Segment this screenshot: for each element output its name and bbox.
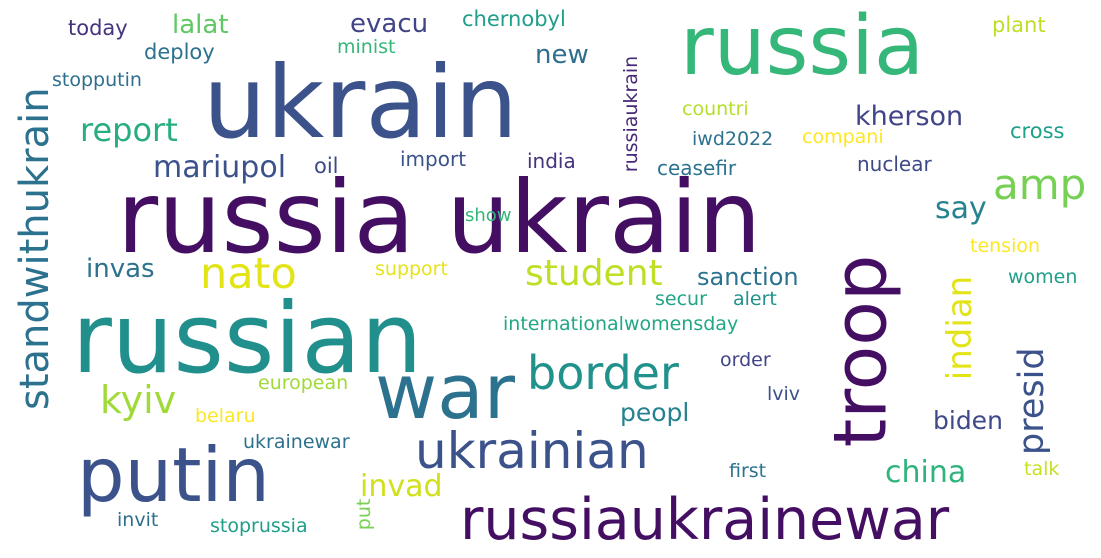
word-ukrainian: ukrainian (415, 422, 649, 480)
word-nuclear: nuclear (857, 152, 932, 176)
word-student: student (525, 253, 663, 295)
word-sanction: sanction (697, 262, 799, 291)
word-kherson: kherson (855, 101, 964, 133)
word-troop: troop (818, 254, 904, 447)
word-stopputin: stopputin (52, 68, 142, 91)
word-belaru: belaru (195, 404, 256, 427)
word-countri: countri (682, 97, 749, 120)
word-russian: russian (72, 282, 423, 396)
word-border: border (527, 346, 679, 401)
word-invit: invit (117, 508, 159, 531)
word-show: show (465, 204, 512, 226)
word-russia-ukrain: russia ukrain (117, 159, 762, 276)
word-evacu: evacu (350, 9, 429, 40)
word-iwd2022: iwd2022 (692, 127, 774, 150)
word-kyiv: kyiv (100, 377, 177, 422)
word-india: india (527, 149, 576, 173)
word-european: european (258, 371, 349, 394)
word-compani: compani (802, 125, 884, 148)
word-russiaukrainewar: russiaukrainewar (460, 487, 950, 554)
word-lalat: lalat (172, 10, 229, 41)
word-putin: putin (77, 431, 270, 519)
word-standwithukrain: standwithukrain (12, 87, 58, 410)
word-lviv: lviv (767, 382, 801, 405)
word-report: report (80, 111, 178, 150)
word-oil: oil (314, 154, 339, 179)
word-china: china (885, 455, 967, 490)
word-amp: amp (993, 160, 1087, 210)
word-women: women (1008, 265, 1078, 288)
word-order: order (720, 348, 771, 371)
word-peopl: peopl (620, 398, 690, 427)
word-invad: invad (360, 469, 443, 504)
word-war: war (375, 347, 515, 437)
word-mariupol: mariupol (153, 150, 287, 185)
word-say: say (935, 191, 987, 226)
word-chernobyl: chernobyl (462, 7, 566, 32)
word-nato: nato (200, 248, 297, 299)
word-ceasefir: ceasefir (657, 156, 737, 180)
word-support: support (375, 257, 448, 280)
word-invas: invas (86, 254, 155, 285)
word-secur: secur (655, 287, 707, 310)
word-alert: alert (733, 287, 777, 310)
word-first: first (729, 459, 767, 482)
word-presid: presid (1012, 347, 1052, 455)
word-internationalwomensday: internationalwomensday (503, 312, 739, 335)
word-cross: cross (1010, 119, 1065, 144)
word-plant: plant (992, 13, 1046, 38)
word-new: new (535, 40, 589, 71)
word-ukrainewar: ukrainewar (243, 430, 350, 453)
word-talk: talk (1024, 457, 1060, 480)
word-stoprussia: stoprussia (210, 514, 308, 537)
word-minist: minist (337, 35, 396, 58)
word-biden: biden (933, 406, 1003, 435)
word-russiaukrain: russiaukrain (619, 55, 642, 172)
word-deploy: deploy (144, 40, 215, 65)
word-russia: russia (680, 0, 925, 95)
word-indian: indian (939, 275, 980, 380)
word-today: today (68, 16, 128, 41)
word-tension: tension (970, 234, 1041, 257)
word-ukrain: ukrain (203, 44, 518, 161)
word-import: import (400, 147, 467, 171)
word-put: put (352, 498, 375, 530)
